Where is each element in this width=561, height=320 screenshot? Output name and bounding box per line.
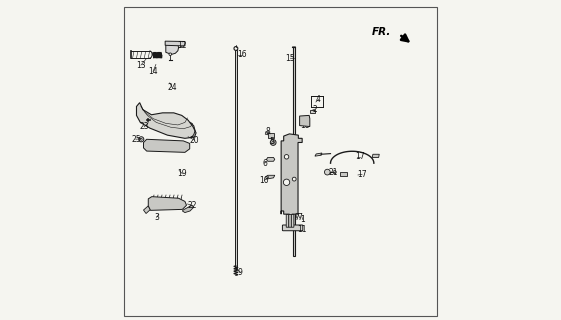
Circle shape	[146, 118, 150, 122]
Text: 14: 14	[148, 67, 158, 76]
Text: 21: 21	[329, 168, 338, 177]
Circle shape	[272, 141, 274, 144]
Circle shape	[169, 53, 172, 55]
Text: 24: 24	[167, 83, 177, 92]
FancyBboxPatch shape	[286, 214, 289, 227]
Polygon shape	[182, 205, 194, 212]
Circle shape	[284, 155, 289, 159]
Polygon shape	[148, 197, 186, 210]
Text: 17: 17	[355, 152, 365, 161]
FancyBboxPatch shape	[291, 214, 294, 227]
Text: 7: 7	[295, 213, 299, 222]
Polygon shape	[310, 110, 315, 113]
Circle shape	[234, 47, 238, 50]
Text: 20: 20	[190, 136, 200, 145]
Polygon shape	[266, 157, 275, 161]
Text: 5: 5	[269, 137, 274, 146]
Polygon shape	[281, 134, 302, 220]
Text: 18: 18	[300, 121, 310, 130]
Text: 8: 8	[266, 127, 270, 136]
Text: 12: 12	[178, 41, 187, 51]
Polygon shape	[341, 172, 347, 176]
Text: 3: 3	[154, 213, 159, 222]
Text: 16: 16	[237, 50, 247, 59]
Circle shape	[292, 177, 296, 181]
Circle shape	[283, 179, 289, 186]
Text: 2: 2	[313, 105, 318, 114]
FancyBboxPatch shape	[289, 214, 291, 227]
Polygon shape	[166, 42, 178, 54]
Text: 4: 4	[316, 95, 321, 104]
Circle shape	[324, 169, 330, 175]
Text: 9: 9	[238, 268, 243, 277]
Polygon shape	[144, 206, 150, 213]
Text: 23: 23	[139, 122, 149, 132]
Text: 25: 25	[131, 135, 141, 144]
Polygon shape	[165, 41, 185, 46]
Text: 6: 6	[262, 159, 267, 168]
Text: 17: 17	[357, 170, 367, 179]
Polygon shape	[293, 47, 295, 256]
Text: FR.: FR.	[372, 27, 392, 37]
Circle shape	[266, 176, 268, 179]
Polygon shape	[235, 50, 237, 268]
Circle shape	[140, 138, 142, 140]
Text: 10: 10	[259, 176, 269, 185]
Text: 15: 15	[285, 53, 295, 62]
Polygon shape	[373, 154, 379, 157]
Polygon shape	[315, 153, 322, 156]
Circle shape	[139, 137, 144, 142]
Text: 7: 7	[297, 213, 302, 222]
Polygon shape	[136, 103, 196, 138]
Text: 19: 19	[177, 169, 187, 178]
Text: 22: 22	[187, 201, 197, 210]
Polygon shape	[265, 132, 268, 135]
Polygon shape	[266, 175, 275, 179]
FancyBboxPatch shape	[282, 225, 303, 231]
Text: 11: 11	[297, 225, 306, 234]
Polygon shape	[300, 116, 310, 126]
Polygon shape	[268, 133, 274, 138]
Text: 13: 13	[136, 60, 146, 69]
Polygon shape	[144, 139, 190, 152]
Text: 1: 1	[301, 215, 305, 224]
Circle shape	[270, 140, 276, 145]
Circle shape	[333, 171, 336, 174]
